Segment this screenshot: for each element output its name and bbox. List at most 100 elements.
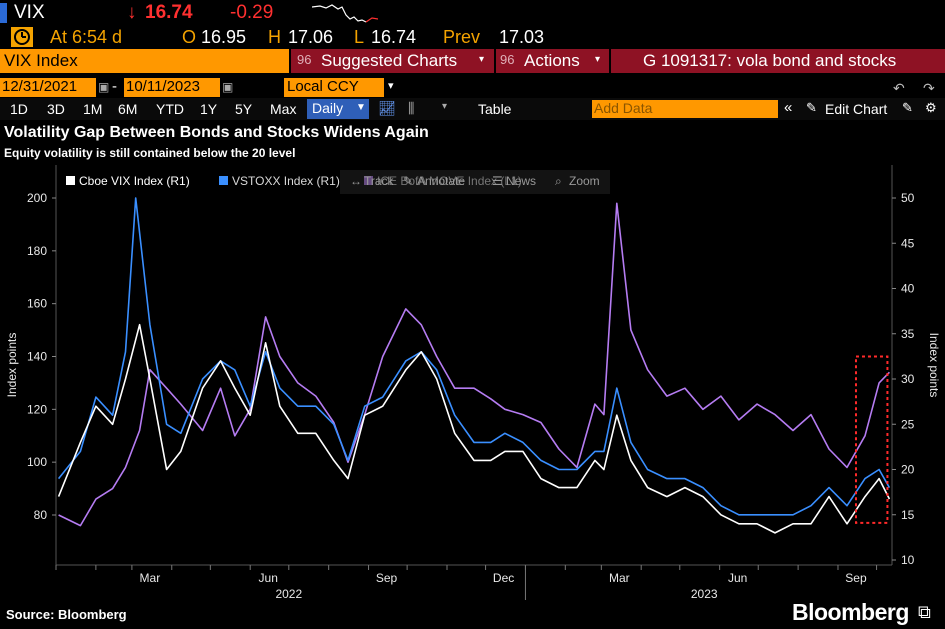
brand-logo: Bloomberg [792,599,909,625]
period-ytd[interactable]: YTD [156,101,184,117]
tool-news: News [506,174,536,188]
add-data-placeholder: Add Data [594,100,653,116]
clock-icon [11,27,33,47]
x-tick-label: Sep [376,571,398,585]
y-left-tick-label: 180 [27,244,47,258]
prev-label: Prev [443,27,481,47]
y-left-tick-label: 160 [27,297,47,311]
x-tick-label: Mar [609,571,630,585]
undo-icon[interactable]: ↶ [893,80,905,96]
y-left-tick-label: 80 [34,508,48,522]
security-field[interactable]: VIX Index [0,49,289,73]
external-link-icon[interactable]: ⧉ [918,602,931,622]
tool-icon: ✎ [403,174,413,188]
add-data-input[interactable]: Add Data [592,100,778,118]
tool-icon: ☰ [492,174,503,188]
period-6m[interactable]: 6M [118,101,138,117]
period-1m[interactable]: 1M [83,101,103,117]
y-left-tick-label: 100 [27,455,47,469]
low-label: L [354,27,365,47]
low-value: 16.74 [371,27,417,47]
y-right-tick-label: 15 [901,508,915,522]
chart-id-field: G 1091317: vola bond and stocks [611,49,945,73]
tool-icon: ↔ [350,174,362,188]
series-line-0 [57,323,891,534]
y-right-tick-label: 50 [901,191,915,205]
high-value: 17.06 [288,27,334,47]
end-date-input[interactable]: 10/11/2023 [124,78,220,97]
high-label: H [268,27,281,47]
chart-type-dropdown-icon[interactable]: ▾ [442,101,448,112]
date-range-bar: 12/31/2021 ▣ - 10/11/2023 ▣ Local CCY ▾ [0,76,945,98]
security-label: VIX Index [4,51,78,70]
y-left-tick-label: 120 [27,402,47,416]
x-tick-label: Jun [728,571,747,585]
chart-id: G 1091317: vola bond and stocks [643,51,897,70]
tool-icon: ⌕ [555,174,562,188]
x-tick-label: Jun [259,571,278,585]
actions-button[interactable]: 96 Actions ▾ [496,49,609,73]
volatility-chart[interactable]: 80 100 120 140 160 180 200 10 15 20 25 30 35 40 45 50 In… [0,165,945,605]
start-date: 12/31/2021 [2,78,78,95]
open-value: 16.95 [201,27,247,47]
series-line-1 [57,197,891,516]
y-left-axis-label: Index points [5,333,19,398]
legend-label: Cboe VIX Index (R1) [79,174,190,188]
series-line-2 [58,202,890,527]
currency-select[interactable]: Local CCY [284,78,384,97]
currency-label: Local CCY [287,78,359,95]
x-tick-label: Mar [140,571,161,585]
ticker-marker [0,3,7,23]
redo-icon[interactable]: ↷ [923,80,935,96]
period-1y[interactable]: 1Y [200,101,218,117]
command-bar: VIX Index 96 Suggested Charts ▾ 96 Actio… [0,49,945,73]
calendar-icon[interactable]: ▣ [222,80,234,94]
start-date-input[interactable]: 12/31/2021 [0,78,96,97]
pencil-icon[interactable]: ✎ [806,100,817,115]
frequency-select[interactable]: Daily ▼ [307,99,369,119]
y-left-tick-label: 200 [27,191,47,205]
bar-chart-icon[interactable]: ⫼ [408,100,415,116]
dropdown-icon: ▼ [356,102,366,113]
calendar-icon[interactable]: ▣ [98,80,110,94]
dropdown-icon[interactable]: ▾ [388,80,394,92]
frequency-label: Daily [312,100,344,116]
chart-title: Volatility Gap Between Bonds and Stocks … [4,124,429,141]
line-chart-icon[interactable]: 📈︎ [378,100,396,116]
last-price: 16.74 [145,2,193,23]
legend-swatch [66,176,75,185]
y-right-tick-label: 20 [901,463,915,477]
quote-header: VIX ↓ 16.74 -0.29 [0,0,945,26]
edit-icon[interactable]: ✎ [902,100,913,115]
x-year-label: 2022 [275,587,302,601]
period-3d[interactable]: 3D [47,101,65,117]
highlight-box [854,355,889,524]
tool-zoom: Zoom [569,174,600,188]
settings-icon[interactable]: ⚙ [925,100,937,115]
y-left-tick-label: 140 [27,350,47,364]
actions-code: 96 [500,52,515,67]
suggested-charts-button[interactable]: 96 Suggested Charts ▾ [291,49,494,73]
collapse-icon[interactable]: « [784,99,793,116]
price-change: -0.29 [230,2,274,23]
x-tick-label: Sep [845,571,867,585]
edit-chart-button[interactable]: Edit Chart [825,101,888,117]
period-1d[interactable]: 1D [10,101,28,117]
time-label: At 6:54 d [50,27,123,47]
x-year-label: 2023 [691,587,718,601]
period-max[interactable]: Max [270,101,297,117]
suggested-code: 96 [297,52,312,67]
down-arrow-icon: ↓ [127,2,137,23]
table-button[interactable]: Table [478,101,512,117]
sparkline-icon [312,4,378,23]
open-label: O [182,27,197,47]
chart-tools-overlay [340,170,610,194]
period-5y[interactable]: 5Y [235,101,253,117]
suggested-label: Suggested Charts [321,51,458,70]
y-right-axis-label: Index points [927,333,941,398]
legend-label: VSTOXX Index (R1) [232,174,340,188]
end-date: 10/11/2023 [126,78,200,95]
ticker-symbol: VIX [14,2,45,23]
y-right-tick-label: 30 [901,372,915,386]
legend-swatch [219,176,228,185]
